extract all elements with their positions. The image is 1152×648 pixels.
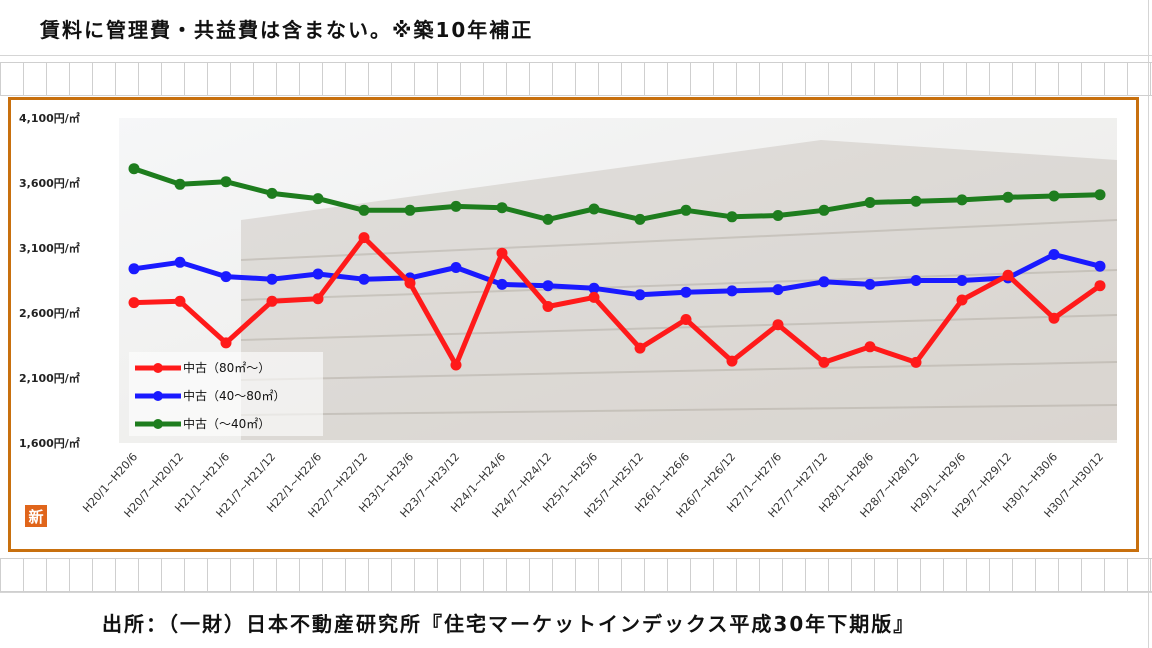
legend-swatch-marker xyxy=(153,363,163,373)
data-point xyxy=(864,197,876,208)
data-point xyxy=(404,204,416,216)
y-axis-labels: 4,100円/㎡ 3,600円/㎡ 3,100円/㎡ 2,600円/㎡ 2,100円/㎡… xyxy=(19,111,80,450)
data-point xyxy=(496,278,508,290)
data-point xyxy=(450,262,462,273)
data-point xyxy=(864,341,876,353)
data-point xyxy=(680,314,692,325)
data-point xyxy=(496,247,508,259)
data-point xyxy=(772,319,784,331)
data-point xyxy=(128,163,140,175)
series-line xyxy=(133,235,1102,368)
data-point xyxy=(956,194,968,206)
data-point xyxy=(818,204,830,216)
y-tick-label: 2,600円/㎡ xyxy=(19,306,80,320)
y-tick-label: 2,100円/㎡ xyxy=(19,371,80,385)
data-point xyxy=(1002,191,1014,203)
data-point xyxy=(542,280,554,292)
chart-frame: 4,100円/㎡ 3,600円/㎡ 3,100円/㎡ 2,600円/㎡ 2,100円/㎡… xyxy=(8,97,1139,552)
series-lines xyxy=(128,163,1106,371)
data-point xyxy=(312,268,324,280)
data-point xyxy=(680,286,692,298)
data-point xyxy=(910,195,922,207)
grid-strip-bottom xyxy=(0,558,1152,592)
data-point xyxy=(542,301,554,312)
legend-label: 中古（40～80㎡） xyxy=(183,388,286,403)
y-tick-label: 3,100円/㎡ xyxy=(19,241,80,255)
data-point xyxy=(220,271,232,283)
data-point xyxy=(358,232,370,244)
data-point xyxy=(358,204,370,216)
legend-label: 中古（80㎡～） xyxy=(183,360,270,375)
data-point xyxy=(680,204,692,216)
logo-text: 新 xyxy=(28,508,43,526)
data-point xyxy=(1048,249,1060,260)
y-tick-label: 4,100円/㎡ xyxy=(19,111,80,125)
data-point xyxy=(772,210,784,221)
data-point xyxy=(818,276,830,288)
data-point xyxy=(496,202,508,214)
data-point xyxy=(1094,260,1106,272)
legend-swatch-marker xyxy=(153,391,163,401)
data-point xyxy=(634,213,646,225)
line-chart: 4,100円/㎡ 3,600円/㎡ 3,100円/㎡ 2,600円/㎡ 2,100円/㎡… xyxy=(19,111,1118,527)
data-point xyxy=(910,356,922,368)
data-point xyxy=(266,295,278,307)
data-point xyxy=(1048,190,1060,202)
x-axis-labels: H20/1~H20/6H20/7~H20/12H21/1~H21/6H21/7~… xyxy=(80,450,1106,520)
data-point xyxy=(312,193,324,205)
logo-badge: 新 xyxy=(25,505,47,527)
legend-label: 中古（～40㎡） xyxy=(183,416,270,431)
data-point xyxy=(956,275,968,286)
series-line xyxy=(133,252,1101,298)
data-point xyxy=(726,285,738,297)
data-point xyxy=(1002,269,1014,281)
data-point xyxy=(634,342,646,354)
top-caption: 賃料に管理費・共益費は含まない。※築10年補正 xyxy=(40,18,534,42)
legend-swatch-marker xyxy=(153,419,163,429)
page-edge-line xyxy=(1148,0,1149,648)
y-tick-label: 1,600円/㎡ xyxy=(19,436,80,450)
y-tick-label: 3,600円/㎡ xyxy=(19,176,80,190)
data-point xyxy=(956,294,968,306)
data-point xyxy=(174,178,186,190)
data-point xyxy=(220,176,232,188)
legend: 中古（80㎡～） 中古（40～80㎡） 中古（～40㎡） xyxy=(129,352,323,436)
data-point xyxy=(450,359,462,371)
data-point xyxy=(128,297,140,309)
data-point xyxy=(1094,189,1106,201)
bottom-caption: 出所：（一財）日本不動産研究所『住宅マーケットインデックス平成30年下期版』 xyxy=(102,612,916,636)
data-point xyxy=(588,291,600,303)
data-point xyxy=(818,356,830,368)
data-point xyxy=(220,337,232,349)
grid-strip-top xyxy=(0,62,1152,96)
data-point xyxy=(174,256,186,268)
data-point xyxy=(312,293,324,305)
data-point xyxy=(726,211,738,223)
divider-line xyxy=(0,592,1152,593)
data-point xyxy=(450,200,462,212)
data-point xyxy=(864,278,876,290)
data-point xyxy=(128,263,140,275)
data-point xyxy=(634,289,646,301)
data-point xyxy=(358,273,370,285)
data-point xyxy=(726,355,738,367)
data-point xyxy=(266,187,278,199)
data-point xyxy=(174,295,186,307)
data-point xyxy=(772,284,784,296)
data-point xyxy=(404,277,416,289)
data-point xyxy=(542,213,554,225)
divider-line xyxy=(0,55,1152,56)
data-point xyxy=(588,203,600,215)
data-point xyxy=(1048,312,1060,324)
data-point xyxy=(266,273,278,285)
data-point xyxy=(588,282,600,294)
data-point xyxy=(1094,280,1106,292)
data-point xyxy=(910,275,922,286)
series-line xyxy=(133,166,1101,222)
